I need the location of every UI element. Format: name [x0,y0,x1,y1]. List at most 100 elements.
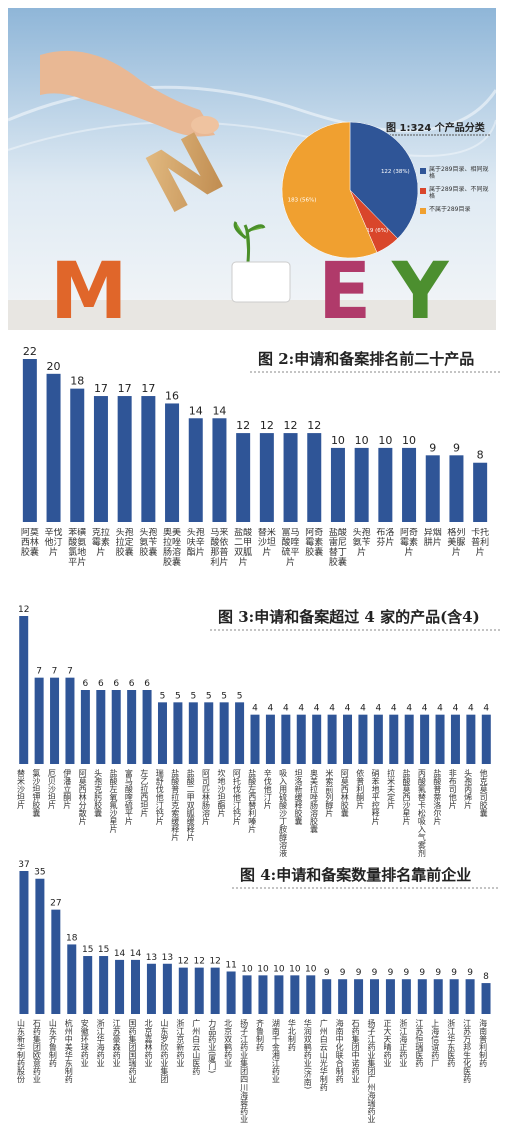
category-label-box: 他克莫司胶囊 [479,769,488,817]
bar [466,714,476,764]
bar [194,967,204,1014]
value-label: 5 [237,691,243,701]
bar [51,909,61,1014]
bar [370,979,379,1014]
category-label: 盐酸莫西沙星片 [401,769,411,825]
hand [191,116,219,134]
bar [283,433,298,522]
category-label-box: 扬子江药业集团四川海蓉药业 [240,1019,249,1123]
value-label: 4 [252,704,258,714]
bar [173,702,183,764]
category-label: 浙江华海药业 [96,1019,106,1067]
bar [83,956,93,1014]
bar [157,702,167,764]
bar [358,714,368,764]
category-label-box: 替米沙坦片 [258,528,276,558]
category-label-box: 上海信谊药厂 [431,1019,440,1067]
chart-title: 图 4:申请和备案数量排名靠前企业 [240,866,471,884]
bar [435,714,445,764]
value-label: 7 [67,667,73,677]
chart-title: 图 3:申请和备案超过 4 家的产品(含4) [218,608,480,626]
bar [417,979,427,1014]
bar [373,714,383,764]
category-label: 苯磺酸氨氯地平片 [68,528,87,568]
legend-label-box: 属于289目录、相同规格 [429,166,489,180]
bar [322,979,332,1014]
value-label: 35 [34,868,45,878]
value-label: 9 [429,441,436,454]
value-label: 6 [113,679,119,689]
category-label: 正大天晴药业 [382,1019,392,1067]
category-label-box: 山东齐鲁制药 [48,1019,57,1067]
category-label-box: 头孢氨苄片 [352,528,371,558]
category-label: 辛伐他汀片 [263,769,273,809]
category-label-box: 华北制药 [287,1019,296,1051]
bar [22,359,37,522]
value-label: 13 [146,953,157,963]
category-label: 北京双鹤药业 [223,1019,233,1067]
bar [378,447,393,522]
category-label-box: 海南中化联合制药 [335,1019,344,1083]
bar [290,975,300,1014]
bar [274,975,284,1014]
value-label: 4 [283,704,289,714]
category-label-box: 替米沙坦片 [17,769,26,809]
bar [242,975,252,1014]
value-label: 14 [114,949,126,959]
category-label-box: 扬子江药业集团广州海瑞药业 [367,1019,376,1123]
category-label-box: 北京双鹤药业 [223,1019,233,1067]
category-label: 厄贝沙坦片 [47,769,57,809]
category-label-box: 浙江海正药业 [398,1019,408,1067]
category-label-box: 格列美脲片 [447,528,466,558]
bar [330,447,345,522]
category-label: 浙江海正药业 [398,1019,408,1067]
value-label: 5 [206,691,212,701]
category-label: 头孢氨苄片 [352,528,371,558]
category-label-box: 石药集团中诺药业 [351,1019,361,1083]
value-label: 16 [165,389,179,402]
category-label-box: 阿奇霉素胶囊 [305,528,323,558]
category-label: 格列美脲片 [447,528,466,558]
bar [385,979,395,1014]
category-label: 齐鲁制药 [255,1019,265,1051]
category-label: 石药集团欧意药业 [32,1019,42,1083]
bar [96,690,106,764]
value-label: 9 [419,968,425,978]
category-label: 江苏万邦生化医药 [462,1019,472,1083]
value-label: 4 [375,704,381,714]
bar [19,871,29,1014]
value-label: 12 [260,419,274,432]
value-label: 14 [130,949,142,959]
category-label-box: 华润双鹤药业(济南) [303,1019,312,1089]
value-label: 15 [82,945,93,955]
category-label: 异烟肼片 [423,528,442,548]
category-label: 广州白云山医药 [191,1019,201,1075]
legend-label: 属于289目录、相同规格 [429,166,489,180]
category-label-box: 浙江华海药业 [96,1019,106,1067]
category-label-box: 富马酸喹硫平片 [124,769,133,825]
category-label: 阿奇霉素片 [400,528,419,558]
value-label: 18 [70,375,84,388]
bar [327,714,337,764]
value-label: 20 [47,360,61,373]
value-label: 4 [360,704,366,714]
bar [401,979,411,1014]
bar [226,971,236,1014]
category-label-box: 富马酸喹硫平片 [282,528,300,568]
bar [389,714,399,764]
bar [99,956,109,1014]
category-label: 广州白云山光华制药 [319,1019,329,1091]
category-label: 伊潘立酮片 [62,769,72,809]
value-label: 4 [406,704,412,714]
category-label-box: 江苏豪森药业 [112,1019,121,1067]
pie-label: 122 (38%) [381,169,410,175]
bar [50,677,60,764]
category-label: 石药集团中诺药业 [351,1019,361,1083]
category-label: 阿司匹林肠溶片 [201,769,211,825]
category-label: 盐酸左西替利嗪片 [247,769,257,833]
category-label: 头孢拉定胶囊 [115,528,134,558]
value-label: 7 [52,667,58,677]
bar [250,714,260,764]
legend-label-box: 不属于289目录 [429,206,470,213]
value-label: 9 [435,968,441,978]
